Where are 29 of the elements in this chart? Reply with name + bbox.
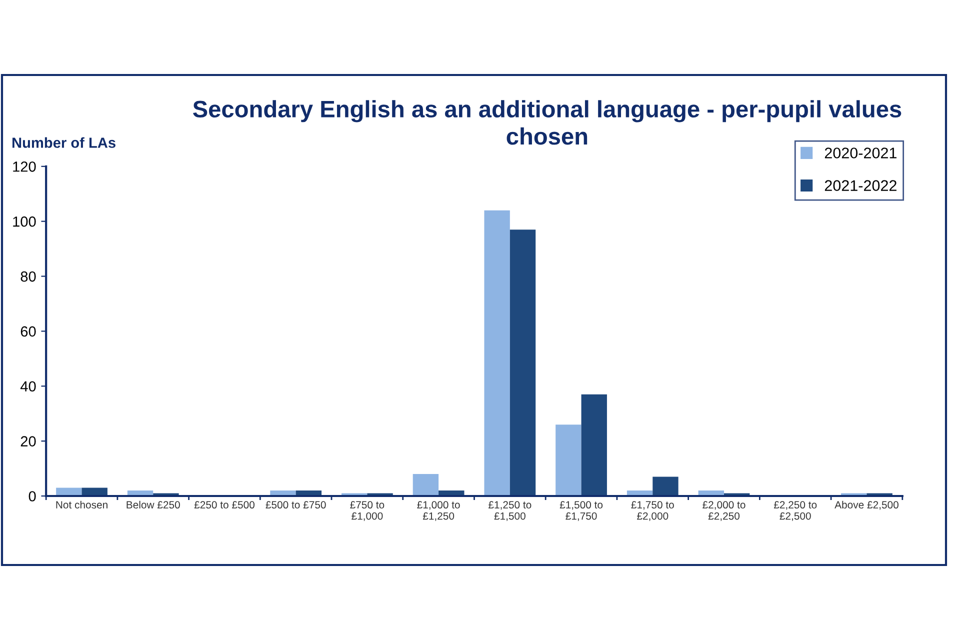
- y-tick-label: 40: [20, 381, 36, 392]
- y-tick-label: 120: [13, 162, 36, 172]
- y-tick-label: 80: [20, 271, 36, 282]
- x-tick-label: £1,000 to £1,250: [417, 501, 460, 521]
- y-axis-title: Number of LAs: [12, 137, 116, 148]
- y-tick-label: 60: [20, 326, 36, 337]
- x-tick-label: £250 to £500: [194, 501, 254, 509]
- x-tick-label: £2,000 to £2,250: [702, 501, 746, 521]
- bar: [652, 476, 678, 496]
- bar: [510, 230, 536, 496]
- x-tick-label: Above £2,500: [834, 500, 898, 510]
- y-tick-label: 100: [13, 216, 36, 227]
- x-tick-label: £1,500 to £1,750: [560, 501, 603, 521]
- bar: [412, 474, 439, 496]
- x-tick-label: £2,250 to £2,500: [774, 501, 817, 521]
- x-tick-label: Below £250: [126, 500, 180, 509]
- bar: [484, 210, 510, 496]
- bar: [556, 424, 582, 496]
- y-tick-label: 0: [28, 491, 36, 502]
- x-tick-label: Not chosen: [56, 500, 108, 509]
- x-tick-label: £1,250 to £1,500: [488, 501, 532, 521]
- legend-label: 2020-2021: [824, 148, 896, 158]
- y-tick-label: 20: [20, 436, 36, 446]
- chart-title: Secondary English as an additional language - per-pupil values chosen: [193, 100, 902, 145]
- x-tick-label: £500 to £750: [266, 501, 326, 509]
- x-tick-label: £750 to £1,000: [350, 501, 384, 521]
- legend-label: 2021-2022: [824, 180, 896, 191]
- bar: [581, 394, 607, 496]
- x-tick-label: £1,750 to £2,000: [631, 501, 674, 521]
